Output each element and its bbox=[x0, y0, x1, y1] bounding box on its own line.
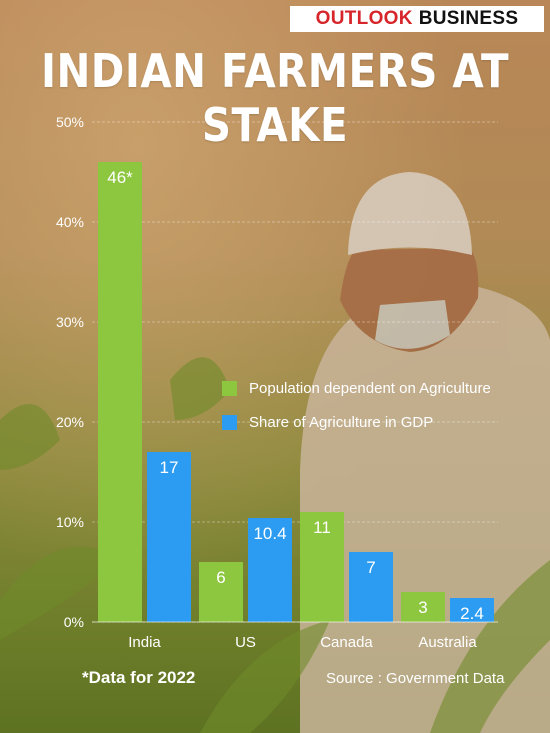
legend-label-population: Population dependent on Agriculture bbox=[249, 380, 491, 397]
bar-value-label: 6 bbox=[216, 568, 225, 587]
bar-value-label: 10.4 bbox=[253, 524, 286, 543]
y-tick-label: 20% bbox=[56, 414, 84, 430]
y-tick-label: 10% bbox=[56, 514, 84, 530]
bar bbox=[98, 162, 142, 622]
bar-value-label: 17 bbox=[160, 458, 179, 477]
bar bbox=[349, 552, 393, 622]
legend-swatch-gdp bbox=[222, 415, 237, 430]
bar bbox=[248, 518, 292, 622]
y-tick-label: 50% bbox=[56, 114, 84, 130]
legend-label-gdp: Share of Agriculture in GDP bbox=[249, 414, 434, 431]
bar-value-label: 7 bbox=[366, 558, 375, 577]
y-tick-label: 0% bbox=[64, 614, 84, 630]
bar-value-label: 11 bbox=[313, 518, 331, 537]
bar bbox=[401, 592, 445, 622]
source-note: Source : Government Data bbox=[326, 670, 505, 687]
x-tick-label: India bbox=[128, 634, 161, 651]
bar-value-label: 2.4 bbox=[460, 604, 484, 623]
legend-swatch-population bbox=[222, 381, 237, 396]
bar-value-label: 3 bbox=[418, 598, 427, 617]
legend-item-gdp: Share of Agriculture in GDP bbox=[222, 414, 491, 431]
bar bbox=[199, 562, 243, 622]
bar bbox=[147, 452, 191, 622]
x-tick-label: US bbox=[235, 634, 256, 651]
chart-legend: Population dependent on Agriculture Shar… bbox=[222, 380, 491, 448]
legend-item-population: Population dependent on Agriculture bbox=[222, 380, 491, 397]
brand-logo-part2: BUSINESS bbox=[418, 8, 519, 29]
footnote: *Data for 2022 bbox=[82, 668, 196, 687]
y-tick-label: 40% bbox=[56, 214, 84, 230]
brand-logo-part1: OUTLOOK bbox=[315, 8, 413, 29]
bar-value-label: 46* bbox=[107, 168, 133, 187]
brand-logo: OUTLOOK BUSINESS bbox=[290, 6, 544, 32]
leaves bbox=[0, 357, 550, 733]
y-tick-label: 30% bbox=[56, 314, 84, 330]
chart-title: INDIAN FARMERS AT STAKE bbox=[40, 44, 510, 152]
x-tick-label: Canada bbox=[320, 634, 373, 651]
bar bbox=[450, 598, 494, 622]
x-tick-label: Australia bbox=[418, 634, 477, 651]
bar bbox=[300, 512, 344, 622]
